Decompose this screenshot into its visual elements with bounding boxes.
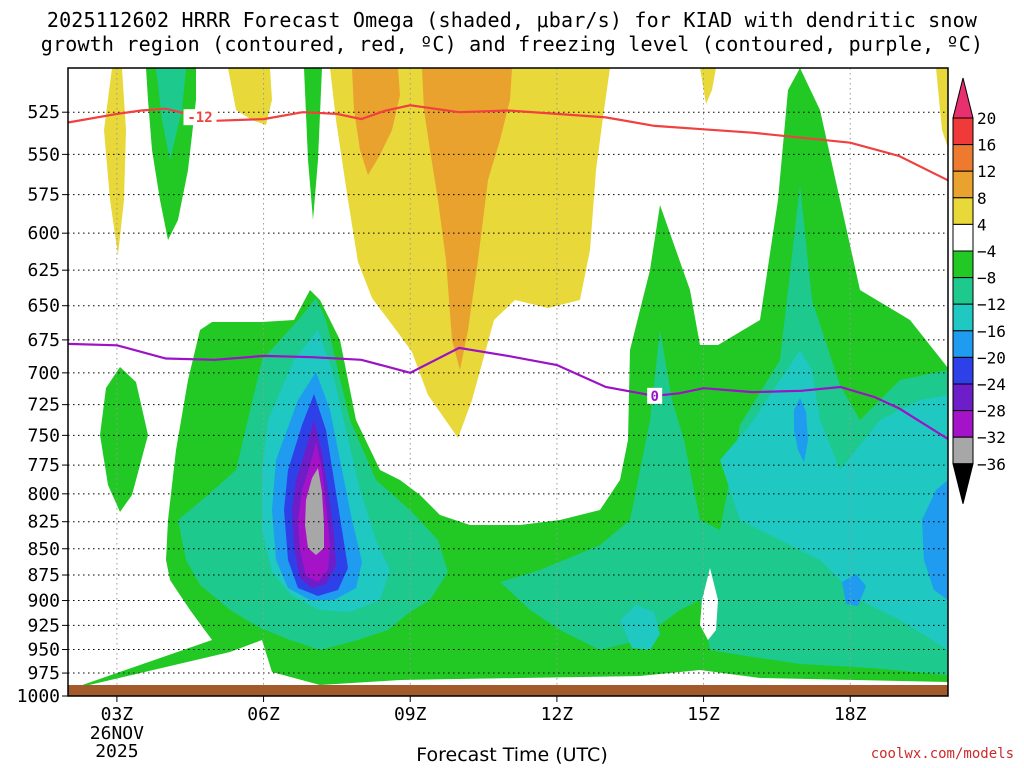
- omega-positive-upper-left: [228, 68, 272, 125]
- omega-negative-blue-right-1: [794, 398, 808, 462]
- colorbar-swatch: [952, 144, 974, 172]
- colorbar-swatch: [952, 383, 974, 412]
- y-tick-label: 900: [27, 591, 60, 612]
- y-tick-label: 625: [27, 260, 60, 281]
- y-tick-label: 575: [27, 185, 60, 206]
- x-axis-title: Forecast Time (UTC): [416, 744, 608, 766]
- x-tick-label: 15Z: [687, 704, 720, 725]
- dgz-contour-label-background: [183, 109, 217, 126]
- colorbar-swatch: [952, 410, 974, 438]
- colorbar-label: 4: [977, 215, 987, 234]
- y-tick-label: 975: [27, 663, 60, 684]
- website-credit: coolwx.com/models: [870, 746, 1014, 762]
- colorbar-swatch: [952, 436, 974, 465]
- colorbar-label: −32: [977, 428, 1006, 447]
- colorbar-label: −8: [977, 269, 996, 288]
- omega-positive-upper-right: [700, 68, 716, 104]
- colorbar-top-arrow: [952, 77, 974, 119]
- colorbar-label: −12: [977, 295, 1006, 314]
- omega-negative-cyan-right: [720, 350, 948, 650]
- y-tick-label: 825: [27, 512, 60, 533]
- omega-negative-cyan-lower: [620, 605, 660, 650]
- x-tick-label: 12Z: [541, 704, 574, 725]
- x-tick-sublabel: 2025: [95, 741, 138, 762]
- y-tick-label: 525: [27, 102, 60, 123]
- omega-negative-thin-column: [304, 68, 322, 220]
- axis-ticks: 525 550 575 600 625 650 675 700 725 750 775 800 825 8…: [17, 102, 867, 762]
- x-tick-label: 03Z: [101, 704, 134, 725]
- x-tick-sublabel: 26NOV: [90, 723, 144, 744]
- y-tick-label: 775: [27, 455, 60, 476]
- colorbar-swatch: [952, 170, 974, 199]
- omega-negative-blue-right-3: [842, 574, 866, 606]
- colorbar-swatch: [952, 277, 974, 305]
- omega-positive-orange-2: [422, 68, 512, 370]
- omega-zero-hole-15z: [700, 568, 718, 640]
- omega-negative-blue-right-2: [922, 480, 948, 600]
- colorbar-swatch: [952, 330, 974, 358]
- y-tick-label: 850: [27, 539, 60, 560]
- freezing-level-contour: [67, 342, 949, 440]
- gridlines: [68, 68, 948, 696]
- freezing-level-label-background: [647, 387, 663, 404]
- freezing-level-label: 0: [650, 389, 658, 405]
- colorbar-label: 20: [977, 109, 996, 128]
- y-tick-label: 550: [27, 144, 60, 165]
- y-tick-label: 700: [27, 363, 60, 384]
- chart-title-line-1: 2025112602 HRRR Forecast Omega (shaded, …: [46, 8, 978, 32]
- colorbar-label: 12: [977, 162, 996, 181]
- y-tick-label: 725: [27, 395, 60, 416]
- ground-surface: [68, 685, 948, 696]
- omega-negative-upper-band-teal: [156, 68, 186, 160]
- colorbar-swatch: [952, 223, 974, 252]
- y-tick-label: 800: [27, 484, 60, 505]
- dgz-contour-label: -12: [187, 110, 212, 126]
- colorbar-swatch: [952, 117, 974, 146]
- x-tick-label: 18Z: [834, 704, 867, 725]
- colorbar-label: −36: [977, 455, 1006, 474]
- colorbar-bottom-arrow: [952, 463, 974, 504]
- y-tick-label: 1000: [17, 686, 60, 707]
- colorbar-label: −28: [977, 402, 1006, 421]
- colorbar-label: −16: [977, 322, 1006, 341]
- omega-field: [68, 68, 948, 696]
- omega-positive-orange-1: [352, 68, 400, 175]
- y-tick-label: 750: [27, 425, 60, 446]
- chart-title-line-2: growth region (contoured, red, ºC) and f…: [40, 32, 984, 56]
- y-tick-label: 950: [27, 640, 60, 661]
- colorbar: 20 16 12 8 4 −4 −8 −12 −16 −20 −24 −28 −32 −36: [952, 77, 1006, 504]
- plot-frame: [67, 67, 949, 697]
- x-tick-label: 09Z: [394, 704, 427, 725]
- y-tick-label: 875: [27, 565, 60, 586]
- x-tick-label: 06Z: [247, 704, 280, 725]
- colorbar-swatch: [952, 197, 974, 225]
- colorbar-swatch: [952, 303, 974, 332]
- y-tick-label: 650: [27, 296, 60, 317]
- y-tick-label: 600: [27, 223, 60, 244]
- colorbar-label: 16: [977, 136, 996, 155]
- colorbar-label: −20: [977, 348, 1006, 367]
- colorbar-label: 8: [977, 189, 987, 208]
- colorbar-label: −4: [977, 242, 996, 261]
- omega-negative-gray-core: [305, 468, 324, 555]
- contours: -12 0: [67, 104, 949, 440]
- omega-positive-right-edge: [936, 68, 948, 148]
- colorbar-swatch: [952, 250, 974, 279]
- omega-negative-left-blob: [100, 367, 148, 512]
- colorbar-swatch: [952, 356, 974, 385]
- colorbar-label: −24: [977, 375, 1006, 394]
- y-tick-label: 675: [27, 330, 60, 351]
- y-tick-label: 925: [27, 615, 60, 636]
